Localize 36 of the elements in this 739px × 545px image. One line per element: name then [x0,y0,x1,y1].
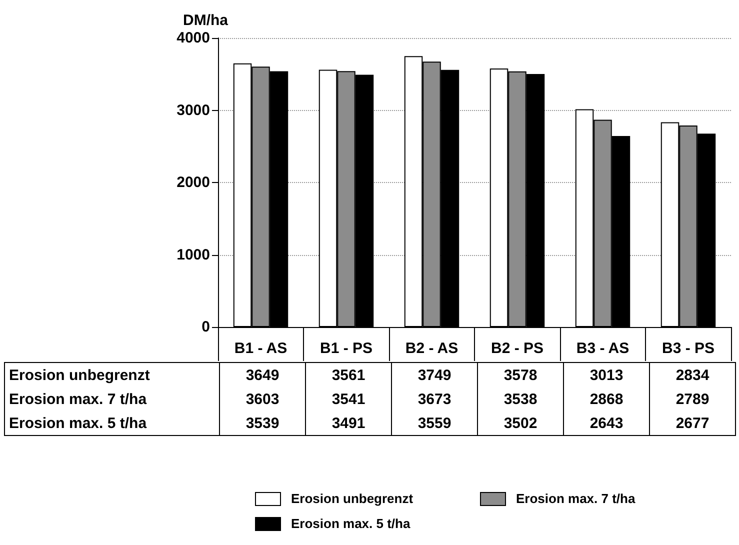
data-label: 3491 [306,411,392,436]
y-tick-label: 2000 [176,174,210,191]
text: Erosion max. 5 t/ha [291,516,410,531]
data-label: 3673 [392,387,478,411]
data-label: 3502 [478,411,564,436]
data-label: 3749 [392,362,478,387]
x-tick-label: B3 - PS [662,340,715,357]
x-tick-label: B2 - AS [405,340,458,357]
data-label: 2677 [650,411,736,436]
data-label: 2643 [564,411,650,436]
legend-label: Erosion unbegrenzt [4,362,220,387]
data-label: 3649 [220,362,306,387]
x-tick-label: B1 - PS [320,340,373,357]
data-label: 3013 [564,362,650,387]
x-tick-label: B1 - AS [234,340,288,357]
x-tick-label: B3 - AS [576,340,630,357]
y-tick-label: 0 [202,318,210,336]
x-tick-label: B2 - PS [490,340,544,357]
legend-label: Erosion max. 7 t/ha [4,387,220,411]
text: Erosion max. 7 t/ha [516,491,636,506]
data-label: 3578 [478,362,564,387]
data-label: 2789 [650,387,736,411]
text: Erosion unbegrenzt [291,491,414,506]
data-label: 3538 [478,387,564,411]
data-label: 3603 [220,387,306,411]
data-label: 3559 [392,411,478,436]
y-tick-label: 1000 [176,246,210,264]
y-tick-label: 3000 [176,102,210,119]
data-label: 3539 [220,411,306,436]
y-tick-label: 4000 [176,30,210,46]
data-label: 2834 [650,362,736,387]
y-axis-title: DM/ha [183,12,229,29]
data-label: 3561 [306,362,392,387]
data-label: 3541 [306,387,392,411]
data-label: 2868 [564,387,650,411]
legend-label: Erosion max. 5 t/ha [4,411,220,436]
